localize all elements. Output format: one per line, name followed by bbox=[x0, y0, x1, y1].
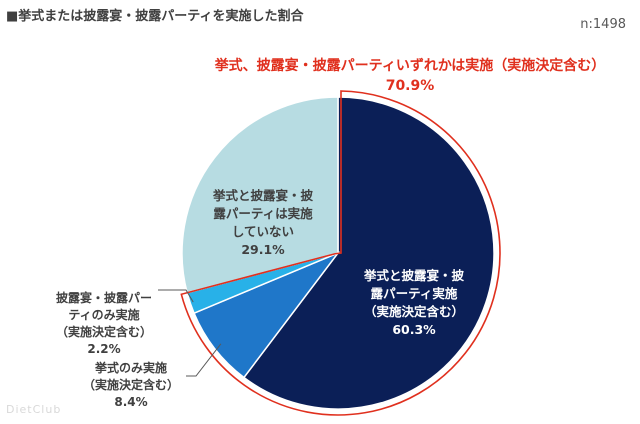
pie-slice-neither bbox=[181, 96, 339, 294]
slice-label-party_only: 披露宴・披露パーティのみ実施 （実施決定含む） 2.2% bbox=[56, 290, 152, 356]
sample-size: n:1498 bbox=[580, 17, 626, 32]
slice-label-line: 挙式と披露宴・披 bbox=[363, 268, 465, 283]
slice-value: 60.3% bbox=[392, 322, 436, 337]
callout-value: 70.9% bbox=[385, 78, 435, 94]
slice-value: 29.1% bbox=[241, 242, 285, 257]
pie-slice-both bbox=[242, 96, 495, 410]
slice-label-line: していない bbox=[232, 224, 294, 239]
slice-label-line: 挙式のみ実施 bbox=[94, 360, 167, 375]
slice-label-line: ティのみ実施 bbox=[68, 307, 139, 322]
leader-line-party_only bbox=[158, 289, 194, 303]
slice-label-both: 挙式と披露宴・披露パーティ実施 （実施決定含む） 60.3% bbox=[363, 268, 465, 337]
slice-label-neither: 挙式と披露宴・披露パーティは実施していない 29.1% bbox=[212, 188, 314, 257]
slice-label-ceremony_only: 挙式のみ実施 （実施決定含む） 8.4% bbox=[83, 360, 179, 409]
slice-label-line: 挙式と披露宴・披 bbox=[212, 188, 314, 203]
slice-label-line: （実施決定含む） bbox=[364, 304, 464, 319]
slice-label-line: 披露宴・披露パー bbox=[56, 290, 152, 305]
chart-title: ■挙式または披露宴・披露パーティを実施した割合 bbox=[6, 9, 304, 24]
slice-label-line: （実施決定含む） bbox=[83, 377, 179, 392]
callout-label: 挙式、披露宴・披露パーティいずれかは実施（実施決定含む） 70.9% bbox=[200, 56, 620, 96]
callout-text: 挙式、披露宴・披露パーティいずれかは実施（実施決定含む） bbox=[214, 58, 606, 74]
slice-label-line: （実施決定含む） bbox=[56, 324, 152, 339]
highlight-outline bbox=[180, 90, 501, 416]
slice-value: 2.2% bbox=[87, 342, 120, 356]
slice-label-line: 露パーティは実施 bbox=[213, 206, 313, 221]
leader-line-ceremony_only bbox=[186, 343, 222, 377]
slice-label-line: 露パーティ実施 bbox=[371, 286, 458, 301]
watermark-logo: DietClub bbox=[6, 403, 62, 416]
slice-value: 8.4% bbox=[114, 395, 147, 409]
